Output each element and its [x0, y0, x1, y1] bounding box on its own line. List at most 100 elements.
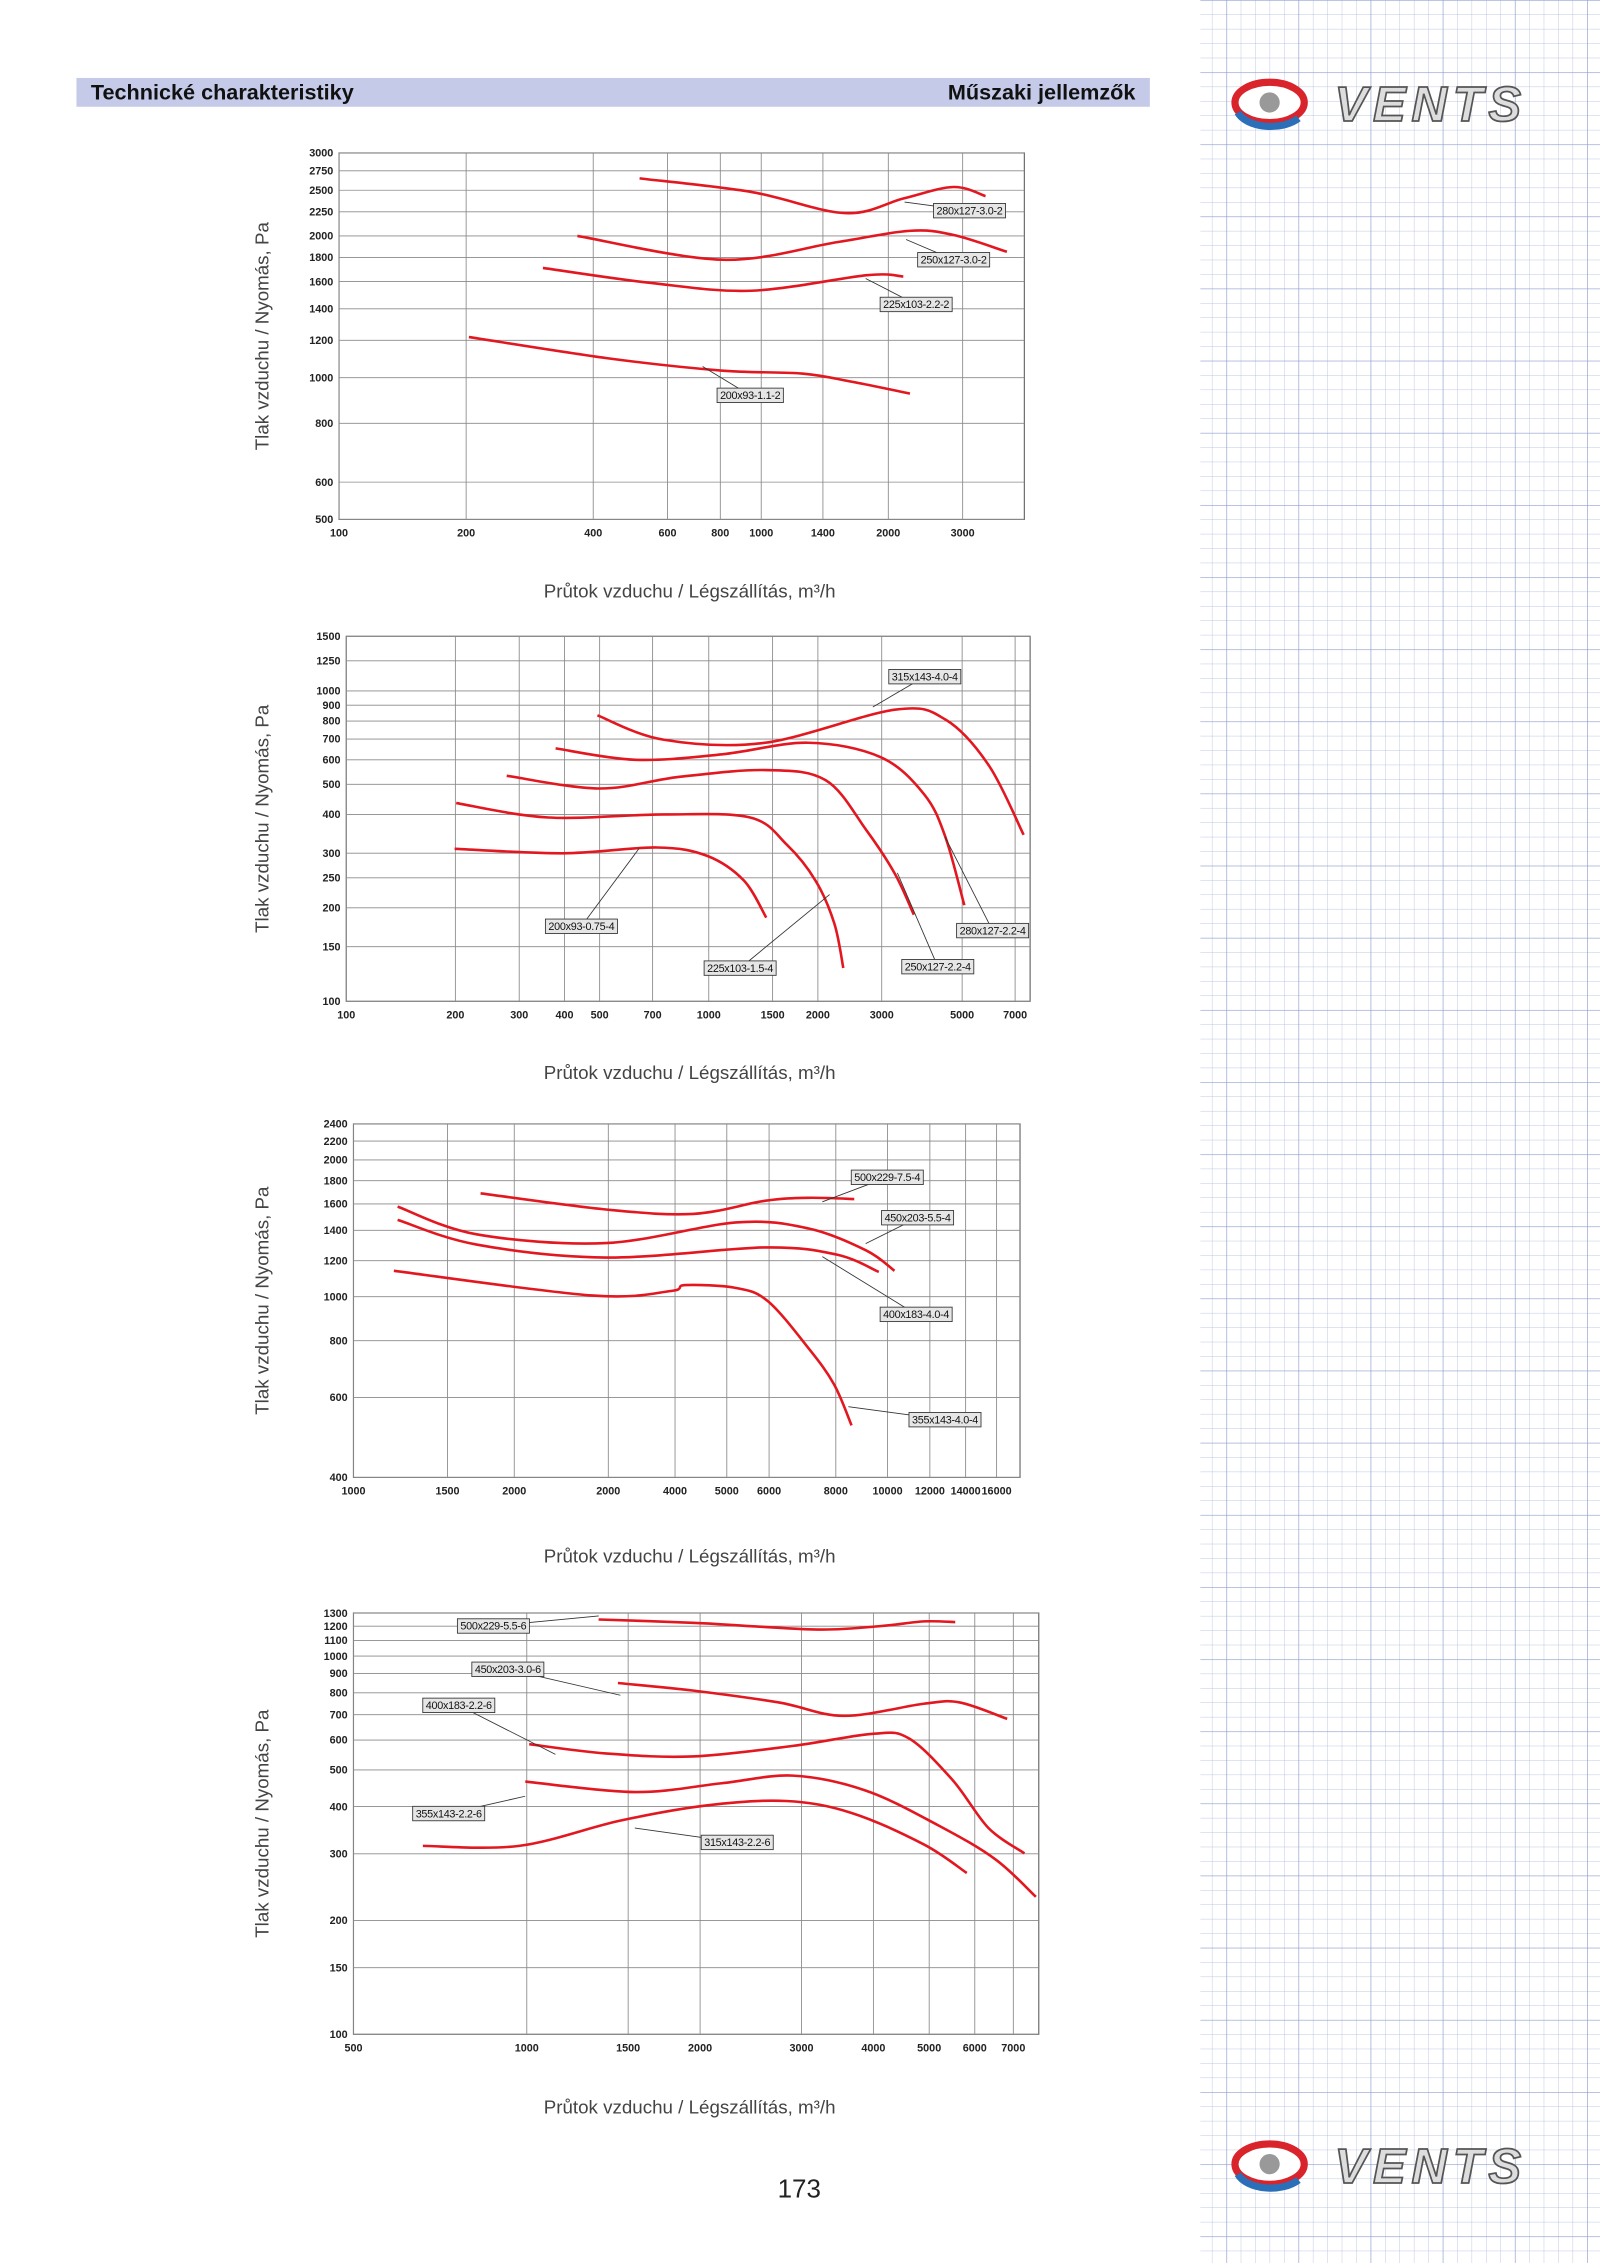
- label-box: [881, 1210, 955, 1226]
- label-box: [879, 1306, 953, 1323]
- series-label: 400x183-2.2-6: [426, 1700, 492, 1712]
- curve: [468, 335, 911, 395]
- plot-area: [345, 635, 1031, 1002]
- logo: VENTS: [1231, 77, 1527, 133]
- x-tick-label: 200: [457, 528, 475, 540]
- label-box: [879, 296, 953, 313]
- x-tick-label: 4000: [861, 2043, 885, 2055]
- y-axis-title: Tlak vzduchu / Nyomás, Pa: [251, 1186, 272, 1415]
- label-box: [456, 1618, 530, 1634]
- x-tick-label: 7000: [1001, 2043, 1025, 2055]
- curve: [455, 801, 845, 969]
- y-tick-label: 1200: [324, 1255, 348, 1267]
- label-box: [471, 1661, 545, 1677]
- y-axis-title: Tlak vzduchu / Nyomás, Pa: [251, 1709, 272, 1938]
- leader-line: [944, 836, 993, 931]
- x-tick-label: 10000: [873, 1486, 903, 1498]
- x-tick-label: 12000: [915, 1486, 945, 1498]
- chart: 100 200 400 600 800 1000 1400 2000 3000 500 600 800…: [251, 148, 1025, 601]
- curve: [529, 1731, 1026, 1855]
- series-label: 250x127-3.0-2: [921, 254, 987, 266]
- y-tick-label: 2200: [324, 1136, 348, 1148]
- x-tick-label: 1500: [435, 1486, 459, 1498]
- header-bar: [76, 77, 1150, 107]
- y-tick-label: 400: [330, 1801, 348, 1813]
- series-label: 355x143-4.0-4: [912, 1414, 978, 1426]
- series-label: 450x203-3.0-6: [475, 1664, 541, 1676]
- y-tick-label: 500: [330, 1765, 348, 1777]
- y-tick-label: 600: [330, 1735, 348, 1747]
- brand: VENTS: [1335, 78, 1527, 132]
- y-tick-label: 400: [322, 809, 340, 821]
- y-tick-label: 200: [322, 903, 340, 915]
- y-tick-label: 200: [330, 1915, 348, 1927]
- curve: [542, 266, 904, 293]
- y-tick-label: 400: [330, 1472, 348, 1484]
- y-tick-label: 600: [315, 477, 333, 489]
- label-box: [850, 1169, 924, 1185]
- y-tick-label: 600: [322, 755, 340, 767]
- x-tick-label: 400: [584, 528, 602, 540]
- x-tick-label: 8000: [824, 1486, 848, 1498]
- series-label: 500x229-7.5-4: [854, 1172, 920, 1184]
- label-box: [908, 1412, 982, 1428]
- curve: [596, 707, 1025, 836]
- label-box: [888, 669, 962, 685]
- leader-line: [581, 848, 640, 927]
- series-label: 225x103-2.2-2: [883, 299, 949, 311]
- label-box: [917, 252, 991, 268]
- x-tick-label: 1000: [749, 528, 773, 540]
- plot-area: [352, 1612, 1040, 2035]
- x-tick-label: 2000: [806, 1010, 830, 1022]
- chart: 500 1000 1500 2000 3000 4000 5000 6000 7000 100 15…: [251, 1608, 1040, 2118]
- chart: 100 200 300 400 500 700 1000 1500 2000 3000 5000 70…: [251, 631, 1031, 1083]
- y-tick-label: 500: [322, 779, 340, 791]
- y-tick-label: 2000: [324, 1155, 348, 1167]
- curve: [393, 1269, 853, 1426]
- curve: [577, 229, 1008, 262]
- x-tick-label: 5000: [917, 2043, 941, 2055]
- x-tick-label: 6000: [963, 2043, 987, 2055]
- y-tick-label: 150: [322, 941, 340, 953]
- brand: VENTS: [1335, 2140, 1527, 2194]
- curve: [397, 1205, 896, 1272]
- curve: [480, 1192, 855, 1216]
- leader-line: [739, 894, 830, 969]
- y-tick-label: 800: [315, 418, 333, 430]
- y-tick-label: 1400: [309, 304, 333, 316]
- y-tick-label: 1000: [316, 686, 340, 698]
- x-tick-label: 1000: [341, 1486, 365, 1498]
- x-tick-label: 3000: [789, 2043, 813, 2055]
- y-tick-label: 2400: [324, 1119, 348, 1131]
- curve: [598, 1618, 956, 1631]
- x-tick-label: 1000: [515, 2043, 539, 2055]
- label-box: [933, 203, 1006, 219]
- x-axis-title: Průtok vzduchu / Légszállítás, m³/h: [544, 1062, 836, 1083]
- x-axis-title: Průtok vzduchu / Légszállítás, m³/h: [544, 1546, 836, 1567]
- chart: 1000 1500 2000 2000 4000 5000 6000 8000 10000 120…: [251, 1119, 1021, 1567]
- y-tick-label: 1600: [309, 276, 333, 288]
- series-label: 315x143-4.0-4: [892, 671, 958, 683]
- series-label: 200x93-0.75-4: [548, 921, 614, 933]
- leader-line: [896, 872, 939, 967]
- x-tick-label: 2000: [876, 528, 900, 540]
- y-tick-label: 600: [330, 1392, 348, 1404]
- y-tick-label: 700: [330, 1709, 348, 1721]
- series-label: 450x203-5.5-4: [885, 1212, 951, 1224]
- x-tick-label: 7000: [1003, 1010, 1027, 1022]
- y-tick-label: 900: [322, 700, 340, 712]
- header-right: Műszaki jellemzők: [948, 80, 1136, 105]
- x-tick-label: 700: [644, 1010, 662, 1022]
- x-tick-label: 300: [510, 1010, 528, 1022]
- x-tick-label: 600: [659, 528, 677, 540]
- x-tick-label: 500: [344, 2043, 362, 2055]
- y-tick-label: 1000: [324, 1651, 348, 1663]
- label-box: [544, 918, 618, 934]
- y-tick-label: 2250: [309, 207, 333, 219]
- x-tick-label: 2000: [596, 1486, 620, 1498]
- x-tick-label: 6000: [757, 1486, 781, 1498]
- x-tick-label: 1400: [811, 528, 835, 540]
- x-tick-label: 100: [330, 528, 348, 540]
- x-axis-title: Průtok vzduchu / Légszállítás, m³/h: [544, 580, 836, 601]
